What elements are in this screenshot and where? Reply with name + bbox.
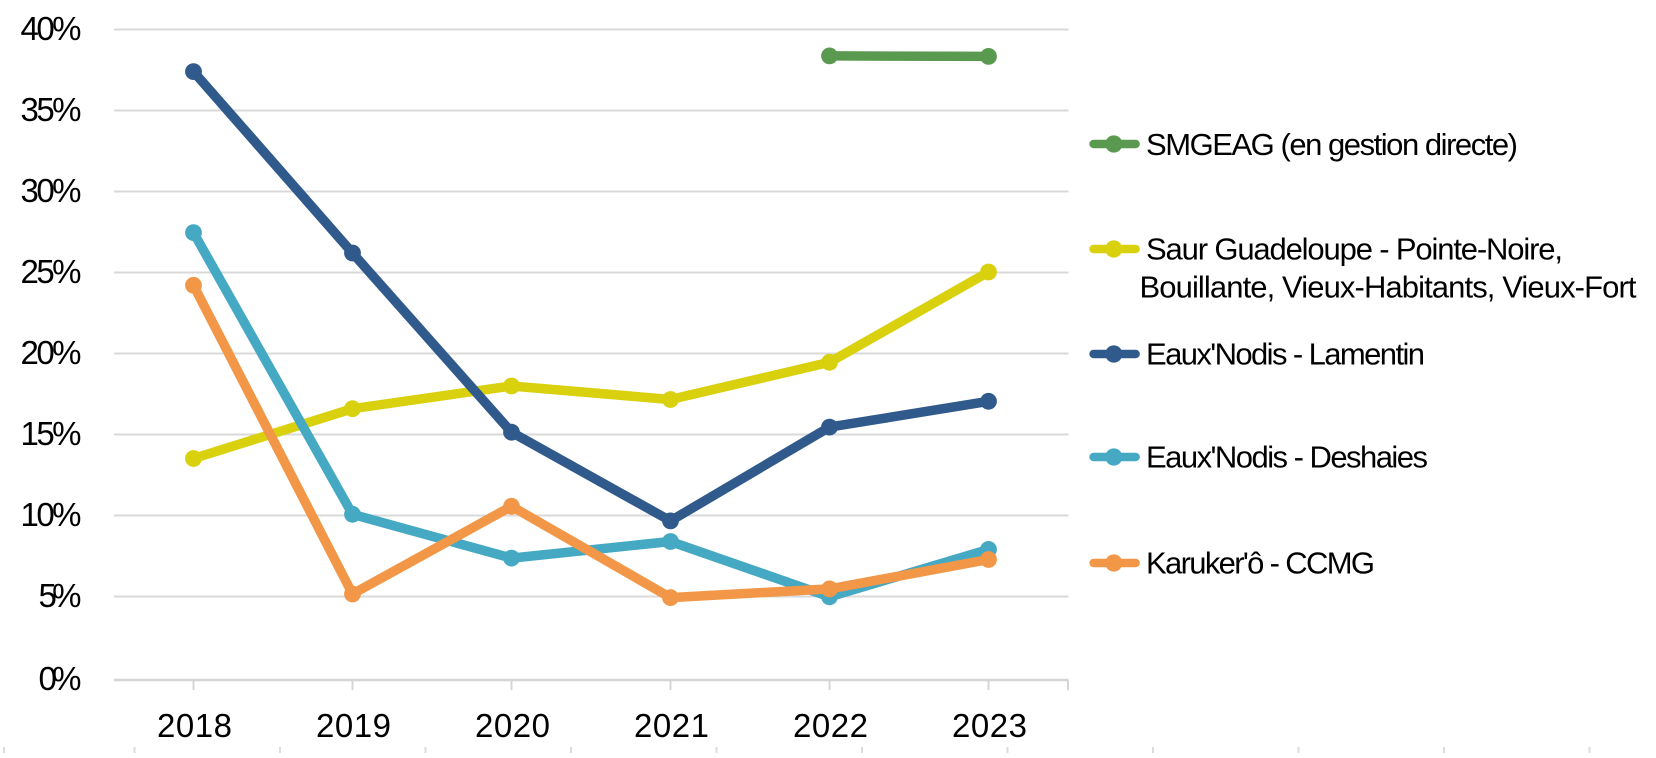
svg-text:2018: 2018 bbox=[157, 707, 232, 744]
svg-text:0%: 0% bbox=[39, 660, 82, 697]
svg-text:Eaux'Nodis - Deshaies: Eaux'Nodis - Deshaies bbox=[1146, 440, 1428, 475]
svg-text:15%: 15% bbox=[21, 415, 82, 452]
svg-text:10%: 10% bbox=[21, 496, 82, 533]
svg-text:35%: 35% bbox=[21, 91, 82, 128]
svg-text:Eaux'Nodis - Lamentin: Eaux'Nodis - Lamentin bbox=[1146, 337, 1425, 372]
svg-text:SMGEAG (en gestion directe): SMGEAG (en gestion directe) bbox=[1146, 127, 1518, 162]
svg-text:Bouillante, Vieux-Habitants, V: Bouillante, Vieux-Habitants, Vieux-Fort bbox=[1140, 270, 1637, 305]
svg-text:25%: 25% bbox=[21, 253, 82, 290]
svg-text:2022: 2022 bbox=[793, 707, 868, 744]
svg-text:Karuker'ô - CCMG: Karuker'ô - CCMG bbox=[1146, 546, 1375, 581]
svg-text:20%: 20% bbox=[21, 334, 82, 371]
svg-text:2023: 2023 bbox=[952, 707, 1027, 744]
svg-text:30%: 30% bbox=[21, 172, 82, 209]
svg-text:2019: 2019 bbox=[316, 707, 391, 744]
svg-text:5%: 5% bbox=[39, 577, 82, 614]
svg-text:2021: 2021 bbox=[634, 707, 709, 744]
svg-text:40%: 40% bbox=[21, 10, 82, 47]
svg-text:2020: 2020 bbox=[475, 707, 550, 744]
svg-text:Saur Guadeloupe - Pointe-Noire: Saur Guadeloupe - Pointe-Noire, bbox=[1146, 232, 1563, 267]
